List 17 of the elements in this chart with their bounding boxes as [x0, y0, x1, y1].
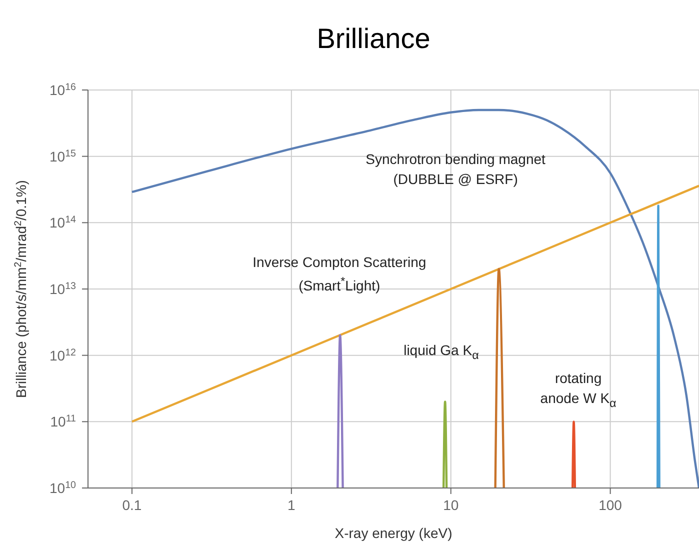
chart-title: Brilliance	[316, 23, 430, 54]
y-tick-label: 10$^{11}$	[50, 413, 76, 430]
x-axis-title: X-ray energy (keV)	[334, 525, 452, 541]
x-tick-label: 100	[598, 497, 622, 513]
annotation: Synchrotron bending magnet (DUBBLE @ ESRF)	[364, 150, 546, 190]
y-tick-label: 10$^{14}$	[50, 214, 77, 231]
x-tick-label: 0.1	[122, 497, 142, 513]
y-tick-label: 10$^{15}$	[50, 148, 77, 164]
y-tick-label: 10$^{16}$	[50, 82, 77, 98]
annotation: liquid Ga K$_{α}$	[402, 340, 480, 364]
annotation: Inverse Compton Scattering (Smart$^{*}$Light)	[252, 252, 428, 296]
x-tick-label: 10	[443, 497, 459, 513]
y-tick-label: 10$^{13}$	[50, 280, 77, 297]
x-tick-label: 1	[288, 497, 296, 513]
annotation: rotating anode W K$_{α}$	[539, 369, 618, 412]
y-tick-label: 10$^{10}$	[50, 480, 77, 496]
y-tick-label: 10$^{12}$	[50, 346, 76, 364]
